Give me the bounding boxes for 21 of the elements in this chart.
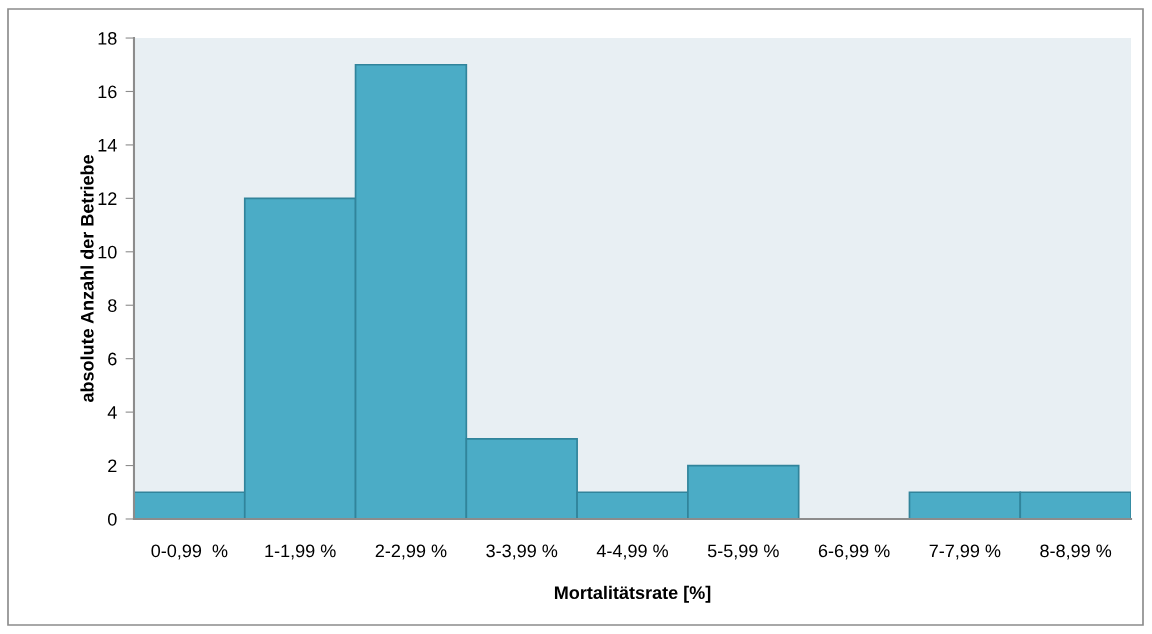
y-axis-title: absolute Anzahl der Betriebe (80, 155, 94, 403)
y-tick-label: 0 (107, 512, 117, 526)
x-axis-title: Mortalitätsrate [%] (554, 585, 711, 603)
x-tick-label: 6-6,99 % (818, 544, 890, 560)
y-tick-label: 8 (108, 299, 117, 312)
y-tick-label: 10 (98, 245, 117, 259)
y-tick-label: 2 (108, 459, 117, 473)
x-tick-label: 2-2,99 % (375, 544, 447, 560)
x-tick-label: 1-1,99 % (265, 544, 336, 560)
y-tick-label: 16 (98, 85, 117, 99)
x-tick-label: 4-4,99 % (596, 544, 668, 560)
y-tick-label: 18 (98, 31, 117, 45)
x-tick-label: 0-0,99 % (151, 544, 228, 560)
x-tick-label: 7-7,99 % (929, 544, 1001, 560)
x-tick-label: 3-3,99 % (486, 544, 558, 560)
y-tick-label: 6 (108, 352, 117, 366)
y-tick-label: 14 (98, 139, 117, 152)
x-tick-label: 5-5,99 % (707, 544, 779, 560)
x-tick-label: 8-8,99 % (1040, 544, 1112, 560)
y-tick-label: 12 (98, 192, 117, 205)
y-tick-label: 4 (107, 406, 117, 419)
